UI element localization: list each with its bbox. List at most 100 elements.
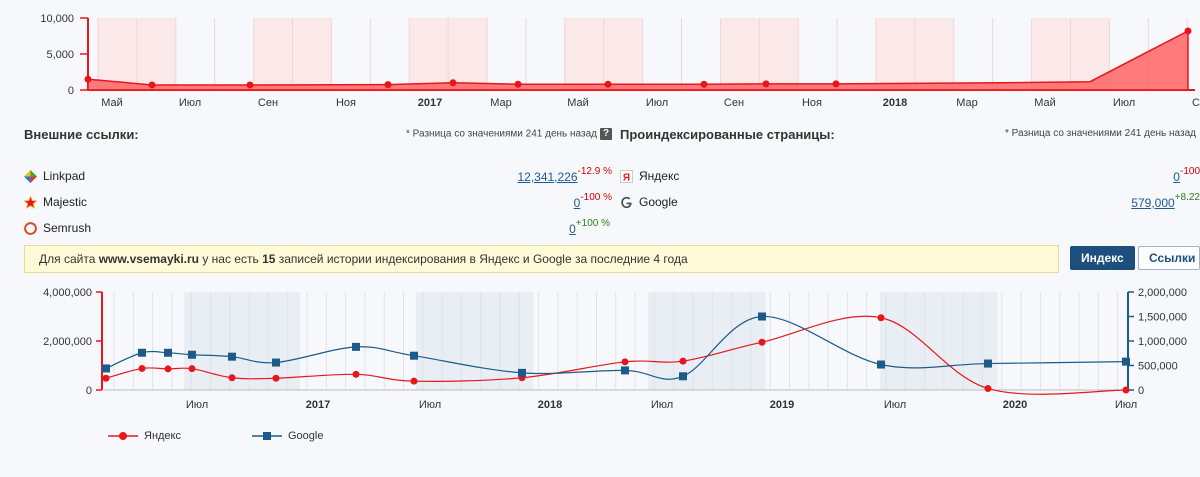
- majestic-value-cell: 0-100 %: [380, 192, 612, 210]
- bottom-x-label: Июл: [1115, 399, 1137, 411]
- google-data-point[interactable]: [352, 342, 360, 351]
- top-x-label: Май: [1034, 97, 1056, 109]
- google-data-point[interactable]: [518, 368, 526, 377]
- indexed-pages-note: * Разница со значениями 241 день назад: [1005, 128, 1196, 139]
- bottom-x-label: Июл: [651, 399, 673, 411]
- top-x-label: Июл: [1113, 97, 1135, 109]
- yandex-data-point[interactable]: [352, 370, 360, 378]
- top-data-point[interactable]: [246, 81, 254, 89]
- top-y-tick-label: 5,000: [46, 49, 74, 61]
- help-icon[interactable]: ?: [600, 128, 612, 140]
- yandex-data-point[interactable]: [758, 338, 766, 346]
- yandex-value-link[interactable]: 0: [1173, 170, 1180, 184]
- google-data-point[interactable]: [164, 348, 172, 357]
- yandex-data-point[interactable]: [272, 374, 280, 382]
- bottom-right-tick-label: 2,000,000: [1138, 287, 1187, 299]
- bottom-x-label: Июл: [186, 399, 208, 411]
- source-semrush: Semrush: [24, 221, 91, 235]
- linkpad-label: Linkpad: [43, 169, 86, 183]
- yandex-data-point[interactable]: [877, 314, 885, 322]
- yandex-data-point[interactable]: [102, 374, 110, 382]
- google-data-point[interactable]: [272, 358, 280, 367]
- bottom-chart-right-ticks: 2,000,000 1,500,000 1,000,000 500,000 0: [1128, 287, 1187, 397]
- bottom-left-tick-label: 2,000,000: [43, 336, 92, 348]
- yandex-data-point[interactable]: [164, 365, 172, 373]
- google-data-point[interactable]: [984, 359, 992, 368]
- top-x-label: 2018: [883, 97, 907, 109]
- google-value-link[interactable]: 579,000: [1131, 196, 1175, 210]
- top-data-point[interactable]: [148, 81, 156, 89]
- yandex-data-point[interactable]: [1122, 386, 1130, 394]
- yandex-data-point[interactable]: [228, 374, 236, 382]
- yandex-data-point[interactable]: [679, 357, 687, 365]
- bottom-right-tick-label: 0: [1138, 385, 1144, 397]
- top-x-label: С: [1192, 97, 1200, 109]
- indexed-pages-title: Проиндексированные страницы:: [620, 127, 835, 142]
- bottom-left-tick-label: 4,000,000: [43, 287, 92, 299]
- legend-yandex[interactable]: Яндекс: [108, 430, 181, 442]
- google-data-point[interactable]: [679, 372, 687, 381]
- google-data-point[interactable]: [410, 351, 418, 360]
- bottom-right-tick-label: 500,000: [1138, 361, 1178, 373]
- top-data-point[interactable]: [604, 80, 612, 88]
- semrush-value-link[interactable]: 0: [569, 222, 576, 236]
- google-delta: +8.22: [1174, 192, 1200, 203]
- links-button[interactable]: Ссылки: [1138, 246, 1200, 270]
- top-x-label: Июл: [179, 97, 201, 109]
- bottom-x-label: Июл: [884, 399, 906, 411]
- legend-google[interactable]: Google: [252, 430, 323, 442]
- google-data-point[interactable]: [188, 350, 196, 359]
- top-data-point[interactable]: [449, 79, 457, 87]
- top-x-label: Ноя: [336, 97, 356, 109]
- banner-count: 15: [262, 252, 276, 266]
- google-data-point[interactable]: [1122, 357, 1130, 366]
- bottom-band-3: [880, 292, 997, 390]
- top-data-point[interactable]: [84, 75, 92, 83]
- bottom-x-label: 2018: [538, 399, 562, 411]
- semrush-value-cell: 0+100 %: [380, 218, 610, 236]
- source-yandex: Я Яндекс: [620, 169, 679, 183]
- google-data-point[interactable]: [228, 352, 236, 361]
- top-data-point[interactable]: [832, 80, 840, 88]
- bottom-chart-bands: [184, 292, 997, 390]
- majestic-star-icon: [24, 195, 37, 209]
- top-x-label: Июл: [646, 97, 668, 109]
- majestic-delta: -100 %: [580, 192, 612, 203]
- external-links-title: Внешние ссылки:: [24, 127, 139, 142]
- bottom-chart-grid: [113, 292, 1119, 390]
- banner-suffix: записей истории индексирования в Яндекс …: [275, 252, 688, 266]
- semrush-delta: +100 %: [575, 218, 610, 229]
- google-data-point[interactable]: [877, 360, 885, 369]
- google-data-point[interactable]: [138, 348, 146, 357]
- yandex-series-points: [102, 314, 1130, 394]
- top-data-point[interactable]: [514, 80, 522, 88]
- yandex-value-cell: 0-100: [1100, 166, 1200, 184]
- google-data-point[interactable]: [102, 364, 110, 373]
- top-data-point[interactable]: [384, 81, 392, 89]
- yandex-data-point[interactable]: [138, 364, 146, 372]
- google-data-point[interactable]: [621, 366, 629, 375]
- google-series-points: [102, 312, 1130, 381]
- top-data-point[interactable]: [700, 80, 708, 88]
- external-links-note: * Разница со значениями 241 день назад?: [400, 128, 612, 140]
- top-x-label: Мар: [956, 97, 978, 109]
- top-data-point[interactable]: [1184, 27, 1192, 35]
- yandex-data-point[interactable]: [188, 365, 196, 373]
- linkpad-delta: -12.9 %: [577, 166, 612, 177]
- yandex-data-point[interactable]: [621, 358, 629, 366]
- linkpad-value-cell: 12,341,226-12.9 %: [380, 166, 612, 184]
- bottom-right-tick-label: 1,000,000: [1138, 336, 1187, 348]
- top-data-point[interactable]: [762, 80, 770, 88]
- linkpad-icon: [24, 169, 37, 183]
- banner-site: www.vsemayki.ru: [98, 252, 199, 266]
- index-button[interactable]: Индекс: [1070, 246, 1135, 270]
- top-y-tick-label: 10,000: [40, 13, 74, 25]
- linkpad-value-link[interactable]: 12,341,226: [517, 170, 578, 184]
- majestic-value-link[interactable]: 0: [573, 196, 581, 210]
- top-x-label: Ноя: [802, 97, 822, 109]
- google-data-point[interactable]: [758, 312, 766, 321]
- yandex-data-point[interactable]: [984, 385, 992, 393]
- source-majestic: Majestic: [24, 195, 87, 209]
- yandex-data-point[interactable]: [410, 377, 418, 385]
- source-linkpad: Linkpad: [24, 169, 85, 183]
